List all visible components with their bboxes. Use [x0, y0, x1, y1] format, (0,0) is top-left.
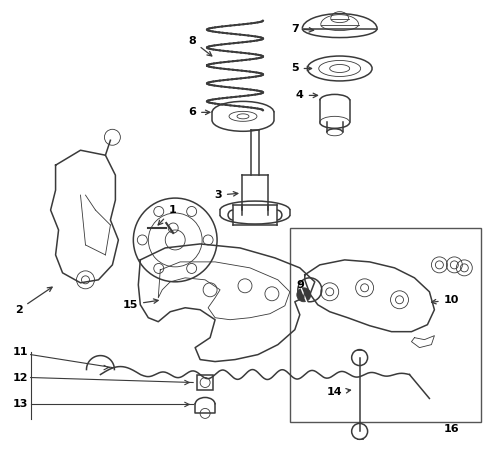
Text: 2: 2: [15, 287, 52, 315]
Text: 16: 16: [443, 424, 458, 434]
Bar: [197, 374, 212, 391]
Bar: [289, 228, 480, 423]
Text: 6: 6: [188, 107, 210, 117]
Text: 15: 15: [122, 299, 158, 310]
Text: 1: 1: [158, 205, 176, 225]
Text: 9: 9: [295, 280, 304, 298]
Text: 11: 11: [13, 347, 29, 357]
Text: 5: 5: [290, 63, 311, 74]
Text: 3: 3: [214, 190, 237, 200]
Text: 14: 14: [326, 387, 350, 397]
Text: 7: 7: [290, 24, 313, 34]
Text: 13: 13: [13, 400, 29, 409]
Circle shape: [296, 288, 310, 302]
Text: 4: 4: [295, 90, 317, 101]
Text: 12: 12: [13, 373, 29, 383]
Text: 10: 10: [431, 295, 458, 305]
Text: 8: 8: [188, 35, 212, 56]
